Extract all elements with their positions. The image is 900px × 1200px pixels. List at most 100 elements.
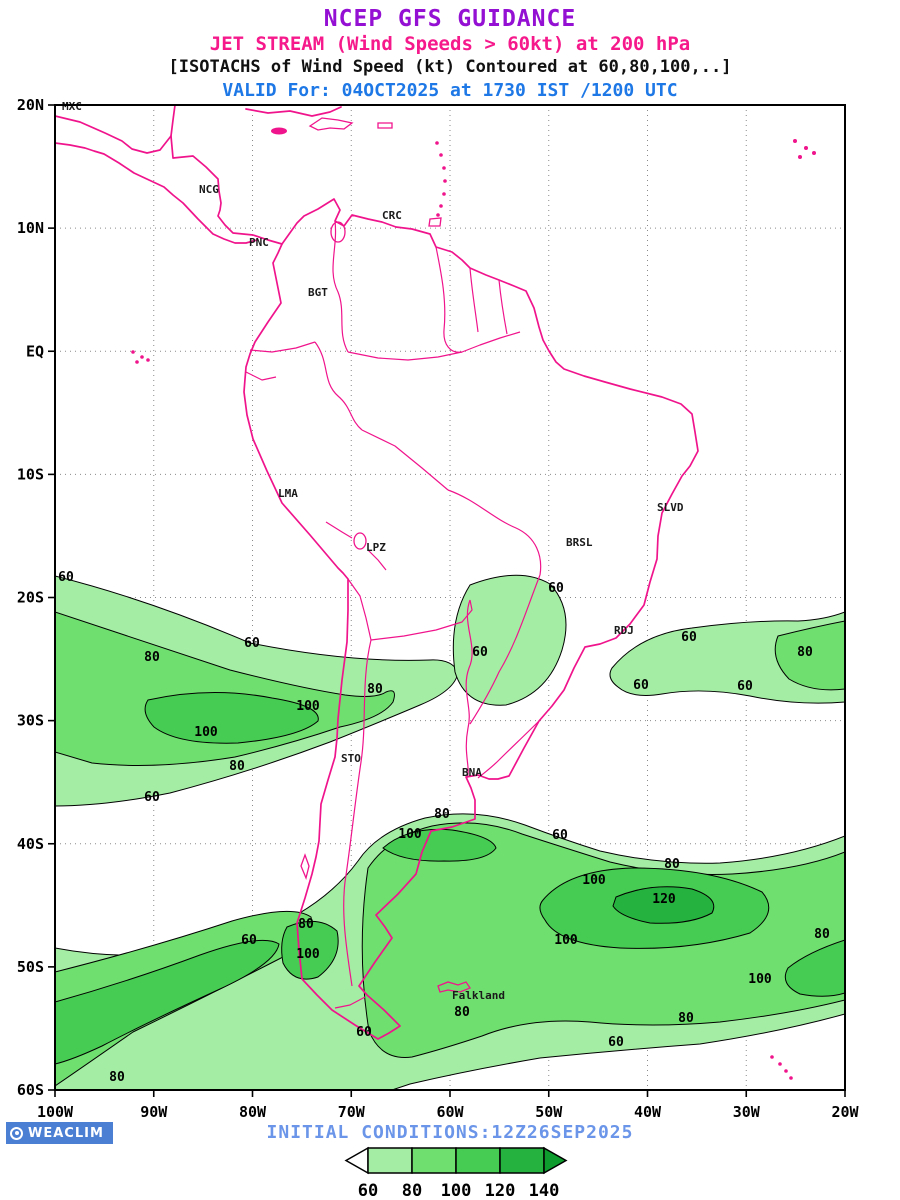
chiloe-island <box>300 853 310 881</box>
legend-cell <box>455 1147 501 1174</box>
axis-labels: 100W 90W 80W 70W 60W 50W 40W 30W 20W 20N 10N EQ 10S 2… <box>17 96 860 1121</box>
country-border <box>447 489 542 576</box>
legend-cell <box>411 1147 457 1174</box>
x-axis-label: 90W <box>140 1103 168 1121</box>
legend-arrow-right <box>543 1146 568 1175</box>
initial-conditions: INITIAL CONDITIONS:12Z26SEP2025 <box>266 1122 634 1143</box>
lesser-antilles-islands <box>435 141 447 217</box>
lake-titicaca <box>353 532 367 550</box>
x-axis-label: 50W <box>535 1103 563 1121</box>
contour-labels: 60 60 60 60 60 60 60 60 60 60 60 60 80 80 80 80 80 80 80 80… <box>58 570 830 1085</box>
contour-label: 80 <box>454 1005 470 1020</box>
contour-label: 120 <box>652 892 676 907</box>
legend-number: 120 <box>485 1181 516 1200</box>
contour-label: 100 <box>582 873 606 888</box>
trinidad-island <box>428 217 442 227</box>
isotach-100-region <box>281 920 339 980</box>
country-border <box>477 720 540 779</box>
city-label: Falkland <box>452 989 505 1002</box>
x-axis-label: 60W <box>436 1103 464 1121</box>
contour-label: 80 <box>144 650 160 665</box>
weaclim-logo: WEACLIM <box>6 1122 113 1144</box>
contour-label: 60 <box>241 933 257 948</box>
country-border <box>370 599 473 641</box>
contour-label: 80 <box>664 857 680 872</box>
lake-maracaibo <box>330 221 346 243</box>
y-axis-label: 20N <box>17 96 44 114</box>
south-america-coastline <box>243 198 699 1040</box>
contour-label: 80 <box>367 682 383 697</box>
falkland-islands <box>437 981 471 993</box>
country-border <box>469 574 541 725</box>
x-axis-label: 80W <box>239 1103 267 1121</box>
city-label: BGT <box>308 286 328 299</box>
contour-label: 80 <box>678 1011 694 1026</box>
magellan-strait <box>334 996 366 1009</box>
city-label: LPZ <box>366 541 386 554</box>
legend-cell <box>367 1147 413 1174</box>
cape-verde-islands <box>793 139 816 159</box>
isotach-100-region <box>55 939 280 1065</box>
city-label: SLVD <box>657 501 684 514</box>
y-axis-label: EQ <box>26 342 44 360</box>
contour-label: 80 <box>298 917 314 932</box>
coastlines-borders <box>55 105 816 1080</box>
contour-label: 60 <box>608 1035 624 1050</box>
y-axis-label: 30S <box>17 712 44 730</box>
legend-number: 140 <box>529 1181 560 1200</box>
y-axis-label: 20S <box>17 589 44 607</box>
contour-label: 80 <box>229 759 245 774</box>
contour-label: 80 <box>814 927 830 942</box>
contour-label: 60 <box>472 645 488 660</box>
isotach-fills <box>55 574 845 1090</box>
isotach-60-region <box>452 574 567 706</box>
y-axis-label: 10N <box>17 219 44 237</box>
city-label: STO <box>341 752 361 765</box>
map-frame <box>54 104 846 1091</box>
city-label: BRSL <box>566 536 593 549</box>
contour-label: 60 <box>548 581 564 596</box>
legend-cell <box>499 1147 545 1174</box>
contour-label: 100 <box>398 827 422 842</box>
contour-label: 100 <box>194 725 218 740</box>
contour-label: 100 <box>748 972 772 987</box>
contour-label: 80 <box>109 1070 125 1085</box>
legend-number: 60 <box>358 1181 378 1200</box>
weaclim-icon <box>10 1126 23 1140</box>
contour-label: 60 <box>244 636 260 651</box>
x-axis-label: 70W <box>338 1103 366 1121</box>
country-border <box>325 521 387 571</box>
city-label: RDJ <box>614 624 634 637</box>
isotach-100-region <box>144 692 319 744</box>
x-axis-label: 20W <box>831 1103 859 1121</box>
country-border <box>347 331 521 361</box>
cuba-coast <box>245 106 342 117</box>
city-label: CRC <box>382 209 402 222</box>
puerto-rico-island <box>377 122 393 129</box>
mexico-gulf-coast <box>55 115 172 154</box>
country-border <box>347 578 372 641</box>
contour-label: 80 <box>797 645 813 660</box>
country-border <box>245 371 277 381</box>
contour-label: 100 <box>554 933 578 948</box>
contour-label: 60 <box>633 678 649 693</box>
color-legend: 60 80 100 120 140 <box>344 1146 568 1200</box>
country-border <box>314 341 363 431</box>
city-label: PNC <box>249 236 269 249</box>
country-border <box>361 429 449 491</box>
country-border <box>469 267 479 333</box>
x-axis-label: 100W <box>37 1103 74 1121</box>
contour-label: 60 <box>681 630 697 645</box>
country-border <box>435 246 463 353</box>
city-label: MXC <box>62 100 82 113</box>
contour-label: 80 <box>434 807 450 822</box>
contour-label: 60 <box>58 570 74 585</box>
south-sandwich-islands <box>770 1055 793 1080</box>
contour-label: 60 <box>144 790 160 805</box>
legend-arrow-left <box>344 1146 369 1175</box>
isotach-note: [ISOTACHS of Wind Speed (kt) Contoured a… <box>168 57 732 77</box>
contour-label: 60 <box>737 679 753 694</box>
subtitle: JET STREAM (Wind Speeds > 60kt) at 200 h… <box>209 33 691 55</box>
